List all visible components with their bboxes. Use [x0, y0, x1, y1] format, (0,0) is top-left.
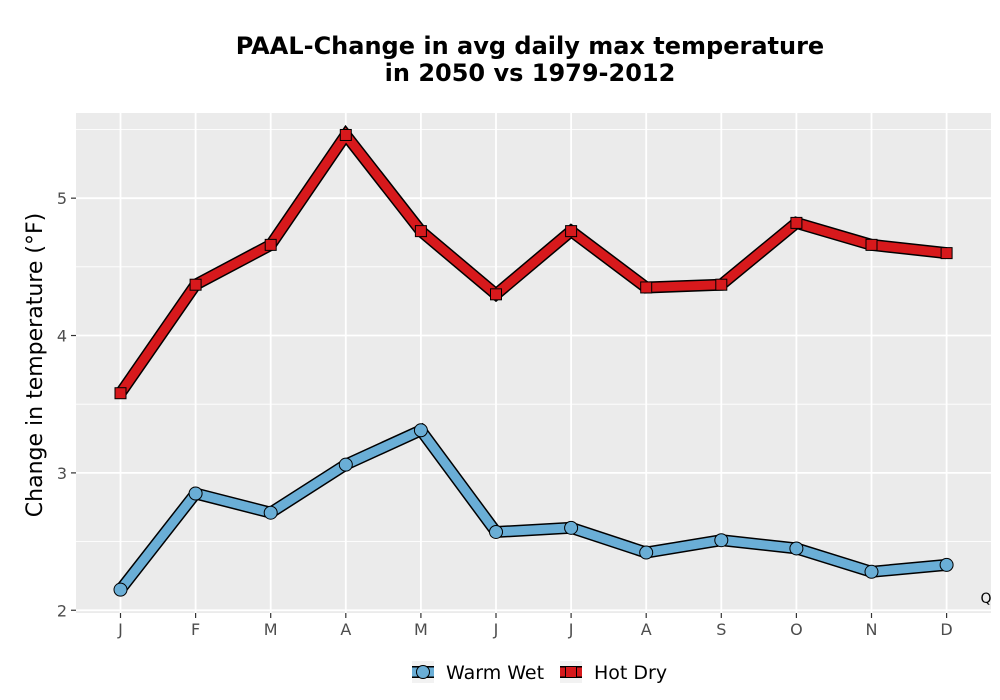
point-hot-dry [189, 278, 202, 291]
x-tick-label: F [191, 620, 200, 639]
points-layer [113, 128, 954, 597]
point-warm-wet [939, 557, 954, 572]
point-hot-dry [264, 238, 277, 251]
legend-marker [416, 665, 430, 679]
x-tick-label: M [414, 620, 428, 639]
series-line-warm-wet [116, 424, 948, 593]
y-tick-label: 5 [57, 189, 67, 208]
point-warm-wet [188, 486, 203, 501]
chart-title-line-1: PAAL-Change in avg daily max temperature [236, 32, 824, 60]
x-tick-label: J [568, 620, 574, 639]
point-warm-wet [714, 533, 729, 548]
point-warm-wet [864, 564, 879, 579]
point-hot-dry [865, 238, 878, 251]
point-hot-dry [339, 128, 352, 141]
point-hot-dry [414, 225, 427, 238]
point-warm-wet [489, 524, 503, 539]
chart-title-line-2: in 2050 vs 1979-2012 [385, 59, 676, 87]
point-hot-dry [640, 281, 653, 294]
x-tick-label: A [641, 620, 652, 639]
y-tick-label: 3 [57, 464, 67, 483]
point-hot-dry [490, 288, 502, 301]
legend-marker [565, 666, 577, 678]
point-warm-wet [789, 541, 804, 556]
y-tick-label: 2 [57, 601, 67, 620]
series-line-hot-dry [116, 127, 948, 396]
x-tick-label: S [716, 620, 726, 639]
point-hot-dry [565, 225, 578, 238]
series-layer [115, 124, 948, 594]
plot-panel [76, 113, 991, 613]
point-hot-dry [790, 216, 803, 229]
x-tick-label: J [117, 620, 123, 639]
point-hot-dry [715, 278, 728, 291]
y-axis-title: Change in temperature (°F) [23, 213, 48, 517]
legend-label-warm-wet: Warm Wet [446, 662, 544, 684]
point-hot-dry [940, 247, 953, 260]
point-warm-wet [263, 505, 278, 520]
point-warm-wet [113, 582, 128, 597]
x-tick-label: O [790, 620, 803, 639]
legend-label-hot-dry: Hot Dry [594, 662, 667, 684]
annotation-text: Q [980, 591, 991, 607]
x-tick-label: N [866, 620, 878, 639]
legend: Warm Wet Hot Dry [412, 661, 667, 684]
y-axis: 2 3 4 5 [57, 189, 76, 620]
point-warm-wet [338, 457, 353, 472]
point-warm-wet [413, 423, 428, 438]
point-warm-wet [564, 520, 579, 535]
y-tick-label: 4 [57, 327, 67, 346]
point-hot-dry [114, 387, 127, 400]
point-warm-wet [639, 545, 654, 560]
x-tick-label: A [340, 620, 351, 639]
x-tick-label: M [264, 620, 278, 639]
x-tick-label: J [493, 620, 499, 639]
x-tick-label: D [940, 620, 952, 639]
